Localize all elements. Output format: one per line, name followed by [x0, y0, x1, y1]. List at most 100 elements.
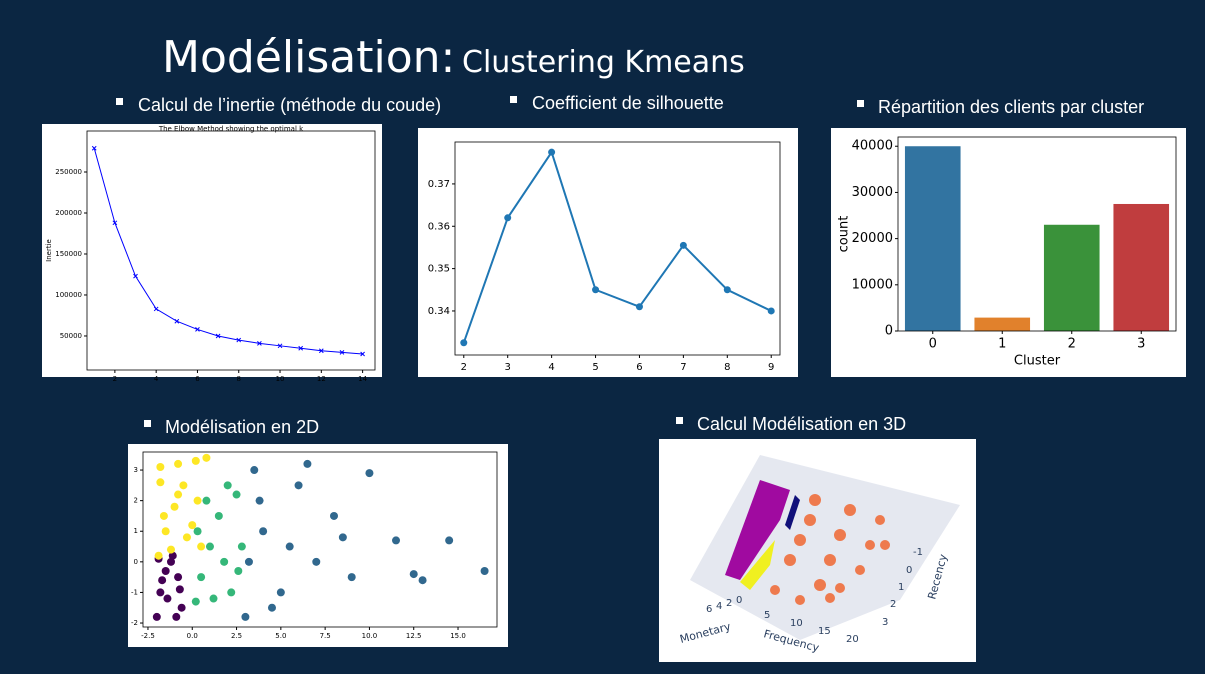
point	[329, 511, 338, 520]
tick-label: -1	[913, 547, 923, 558]
plot-frame	[86, 130, 376, 371]
point	[294, 481, 303, 490]
point	[480, 567, 489, 576]
marker	[318, 348, 324, 354]
panel	[418, 128, 798, 377]
y-tick-label: 40000	[852, 139, 893, 154]
point	[285, 542, 294, 551]
marker	[504, 214, 512, 222]
point	[154, 551, 163, 560]
plot-3d	[659, 439, 976, 662]
heading: Modélisation en 2D	[165, 417, 319, 437]
marker	[360, 351, 365, 357]
x-tick-label: 6	[195, 375, 200, 383]
x-tick-label: 6	[636, 362, 642, 373]
x-tick-label: 10.0	[362, 632, 378, 640]
slide-title: Modélisation:	[162, 32, 455, 83]
point	[172, 612, 181, 621]
point	[445, 536, 454, 545]
point	[166, 557, 175, 566]
x-tick-label: 4	[154, 375, 159, 383]
point	[174, 459, 183, 468]
y-tick-label: 50000	[60, 332, 82, 340]
chart-title: The Elbow Method showing the optimal k	[158, 125, 304, 133]
point	[188, 521, 197, 530]
point	[409, 570, 418, 579]
bullet	[676, 417, 683, 424]
bullet	[857, 100, 864, 107]
panel	[42, 124, 382, 377]
x-tick-label: 2	[1068, 337, 1076, 352]
tick-label: 0	[736, 595, 742, 606]
point	[214, 511, 223, 520]
y-tick-label: 20000	[852, 231, 893, 246]
x-tick-label: 15.0	[450, 632, 466, 640]
point	[223, 481, 232, 490]
point	[338, 533, 347, 542]
point	[163, 594, 172, 603]
x-tick-label: 3	[1137, 337, 1145, 352]
y-tick-label: 10000	[852, 277, 893, 292]
y-tick-label: 0.35	[428, 264, 450, 275]
heading: Calcul Modélisation en 3D	[697, 414, 906, 434]
x-tick-label: 2	[113, 375, 117, 383]
y-tick-label: 3	[134, 466, 138, 474]
tick-label: 0	[906, 565, 912, 576]
bar	[904, 146, 961, 331]
point	[156, 462, 165, 471]
cluster-points	[770, 494, 890, 605]
x-tick-label: 9	[768, 362, 774, 373]
tick-label: 4	[716, 601, 722, 612]
tick-label: 15	[818, 626, 831, 637]
tick-label: 2	[726, 598, 732, 609]
x-tick-label: 8	[724, 362, 730, 373]
x-tick-label: 4	[548, 362, 554, 373]
x-tick-label: 12	[317, 375, 326, 383]
point	[312, 557, 321, 566]
point	[234, 567, 243, 576]
y-tick-label: 250000	[55, 168, 82, 176]
point	[193, 496, 202, 505]
y-tick-label: 2	[134, 497, 138, 505]
point	[191, 597, 200, 606]
point	[205, 542, 214, 551]
point	[220, 557, 229, 566]
point	[161, 567, 170, 576]
tick-label: 6	[706, 604, 712, 615]
x-tick-label: 14	[358, 375, 367, 383]
tick-label: 1	[898, 582, 904, 593]
marker	[153, 306, 159, 312]
y-tick-label: 0.36	[428, 221, 450, 232]
point	[182, 533, 191, 542]
point	[159, 511, 168, 520]
x-tick-label: 0	[929, 337, 937, 352]
x-tick-label: 3	[505, 362, 511, 373]
point	[418, 576, 427, 585]
y-tick-label: 1	[134, 527, 138, 535]
point	[244, 557, 253, 566]
cluster-shape	[725, 480, 790, 580]
tick-label: 3	[882, 617, 888, 628]
x-tick-label: 2.5	[231, 632, 242, 640]
point	[259, 527, 268, 536]
point	[347, 573, 356, 582]
point	[392, 536, 401, 545]
point	[202, 453, 211, 462]
marker	[298, 345, 304, 351]
tick-label: 10	[790, 618, 803, 629]
point	[365, 469, 374, 478]
marker	[236, 337, 242, 343]
point	[179, 481, 188, 490]
marker	[174, 318, 180, 324]
bar	[1043, 224, 1100, 331]
heading: Coefficient de silhouette	[532, 93, 724, 113]
x-axis-label: Cluster	[1014, 353, 1061, 368]
y-tick-label: 30000	[852, 185, 893, 200]
y-axis-label: count	[837, 216, 852, 253]
cluster-shape	[785, 495, 800, 530]
point	[175, 585, 184, 594]
tick-label: 2	[890, 599, 896, 610]
y-tick-label: 0.34	[428, 306, 450, 317]
